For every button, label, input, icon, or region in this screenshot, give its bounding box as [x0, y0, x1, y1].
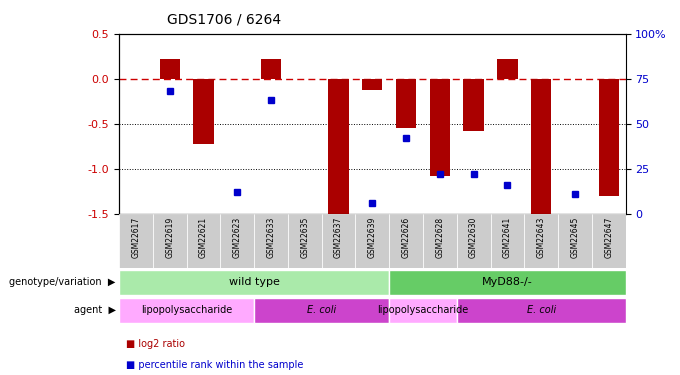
Bar: [558, 214, 592, 268]
Bar: [389, 270, 626, 295]
Bar: [396, 79, 416, 128]
Bar: [322, 214, 356, 268]
Text: GSM22621: GSM22621: [199, 216, 208, 258]
Bar: [457, 214, 490, 268]
Bar: [389, 298, 457, 323]
Text: GSM22617: GSM22617: [131, 216, 140, 258]
Bar: [490, 214, 524, 268]
Text: GSM22641: GSM22641: [503, 216, 512, 258]
Text: GSM22645: GSM22645: [571, 216, 579, 258]
Bar: [119, 214, 153, 268]
Bar: [288, 214, 322, 268]
Bar: [160, 59, 180, 79]
Text: GSM22633: GSM22633: [267, 216, 275, 258]
Text: agent  ▶: agent ▶: [73, 305, 116, 315]
Text: MyD88-/-: MyD88-/-: [482, 277, 532, 286]
Text: genotype/variation  ▶: genotype/variation ▶: [10, 277, 116, 287]
Text: GSM22626: GSM22626: [402, 216, 411, 258]
Bar: [261, 59, 281, 79]
Bar: [389, 214, 423, 268]
Text: ■ percentile rank within the sample: ■ percentile rank within the sample: [126, 360, 303, 370]
Bar: [497, 59, 517, 79]
Bar: [193, 79, 214, 144]
Text: GSM22635: GSM22635: [301, 216, 309, 258]
Text: GSM22647: GSM22647: [605, 216, 613, 258]
Text: GSM22623: GSM22623: [233, 216, 241, 258]
Text: GSM22630: GSM22630: [469, 216, 478, 258]
Bar: [356, 214, 389, 268]
Bar: [464, 79, 483, 131]
Bar: [524, 214, 558, 268]
Bar: [254, 298, 389, 323]
Text: E. coli: E. coli: [526, 305, 556, 315]
Bar: [119, 298, 254, 323]
Text: ■ log2 ratio: ■ log2 ratio: [126, 339, 185, 350]
Text: E. coli: E. coli: [307, 305, 337, 315]
Text: GSM22628: GSM22628: [435, 216, 444, 258]
Bar: [328, 79, 349, 216]
Bar: [362, 79, 382, 90]
Text: GSM22619: GSM22619: [165, 216, 174, 258]
Text: GDS1706 / 6264: GDS1706 / 6264: [167, 12, 281, 26]
Bar: [254, 214, 288, 268]
Bar: [598, 79, 619, 196]
Bar: [531, 79, 551, 216]
Text: GSM22643: GSM22643: [537, 216, 545, 258]
Bar: [423, 214, 457, 268]
Text: GSM22639: GSM22639: [368, 216, 377, 258]
Bar: [592, 214, 626, 268]
Bar: [153, 214, 186, 268]
Bar: [457, 298, 626, 323]
Text: lipopolysaccharide: lipopolysaccharide: [141, 305, 232, 315]
Text: lipopolysaccharide: lipopolysaccharide: [377, 305, 469, 315]
Text: wild type: wild type: [228, 277, 279, 286]
Bar: [220, 214, 254, 268]
Bar: [430, 79, 450, 176]
Bar: [186, 214, 220, 268]
Bar: [119, 270, 389, 295]
Text: GSM22637: GSM22637: [334, 216, 343, 258]
